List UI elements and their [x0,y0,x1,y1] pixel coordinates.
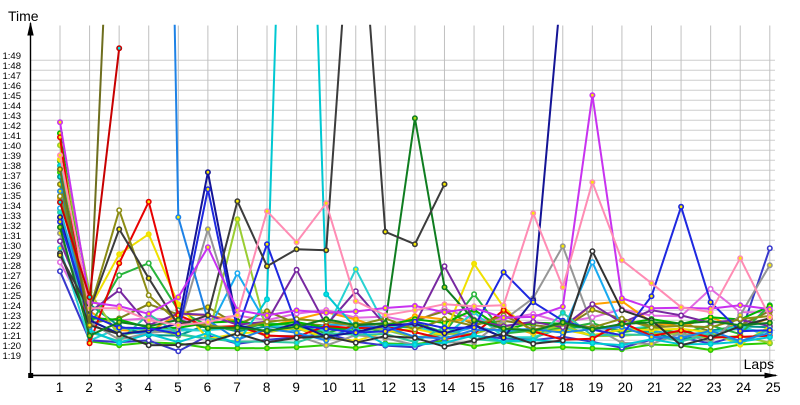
svg-text:1:38: 1:38 [3,161,22,172]
svg-text:14: 14 [440,380,456,395]
svg-text:6: 6 [204,380,212,395]
svg-text:2: 2 [85,380,93,395]
svg-text:1:21: 1:21 [3,331,22,342]
svg-text:1:30: 1:30 [3,241,22,252]
svg-text:1:27: 1:27 [3,271,22,282]
svg-text:1:43: 1:43 [3,111,22,122]
svg-text:9: 9 [292,380,300,395]
svg-text:11: 11 [352,380,366,395]
svg-text:Laps: Laps [744,356,774,372]
svg-text:1:35: 1:35 [3,191,22,202]
svg-text:16: 16 [499,380,514,395]
svg-text:23: 23 [706,380,721,395]
svg-text:1: 1 [56,380,64,395]
svg-text:1:22: 1:22 [3,321,22,332]
svg-text:19: 19 [588,380,603,395]
svg-text:1:24: 1:24 [3,301,22,312]
svg-text:1:33: 1:33 [3,211,22,222]
svg-text:1:32: 1:32 [3,221,22,232]
svg-text:1:44: 1:44 [3,101,22,112]
svg-text:1:37: 1:37 [3,171,22,182]
svg-text:12: 12 [381,380,396,395]
svg-text:1:31: 1:31 [3,231,22,242]
svg-text:8: 8 [263,380,271,395]
svg-text:3: 3 [115,380,123,395]
svg-text:1:39: 1:39 [3,151,22,162]
svg-text:22: 22 [677,380,692,395]
svg-text:1:26: 1:26 [3,281,22,292]
svg-text:1:23: 1:23 [3,311,22,322]
svg-text:13: 13 [411,380,426,395]
svg-text:1:45: 1:45 [3,91,22,102]
svg-text:5: 5 [174,380,182,395]
svg-text:1:48: 1:48 [3,61,22,72]
svg-text:1:29: 1:29 [3,251,22,262]
svg-text:Time: Time [8,8,39,24]
svg-text:1:28: 1:28 [3,261,22,272]
svg-text:1:47: 1:47 [3,71,22,82]
svg-text:17: 17 [529,380,544,395]
svg-text:10: 10 [322,380,337,395]
svg-text:4: 4 [145,380,153,395]
svg-text:24: 24 [736,380,752,395]
svg-text:1:49: 1:49 [3,51,22,62]
svg-text:1:19: 1:19 [3,351,22,362]
svg-text:1:40: 1:40 [3,141,22,152]
svg-text:1:20: 1:20 [3,341,22,352]
svg-text:21: 21 [647,380,662,395]
svg-text:1:36: 1:36 [3,181,22,192]
svg-text:20: 20 [618,380,633,395]
svg-text:25: 25 [766,380,781,395]
svg-text:1:42: 1:42 [3,121,22,132]
svg-text:1:41: 1:41 [3,131,22,142]
svg-text:1:46: 1:46 [3,81,22,92]
svg-text:1:25: 1:25 [3,291,22,302]
svg-text:7: 7 [233,380,241,395]
svg-text:18: 18 [559,380,574,395]
svg-text:15: 15 [470,380,485,395]
svg-text:1:34: 1:34 [3,201,22,212]
